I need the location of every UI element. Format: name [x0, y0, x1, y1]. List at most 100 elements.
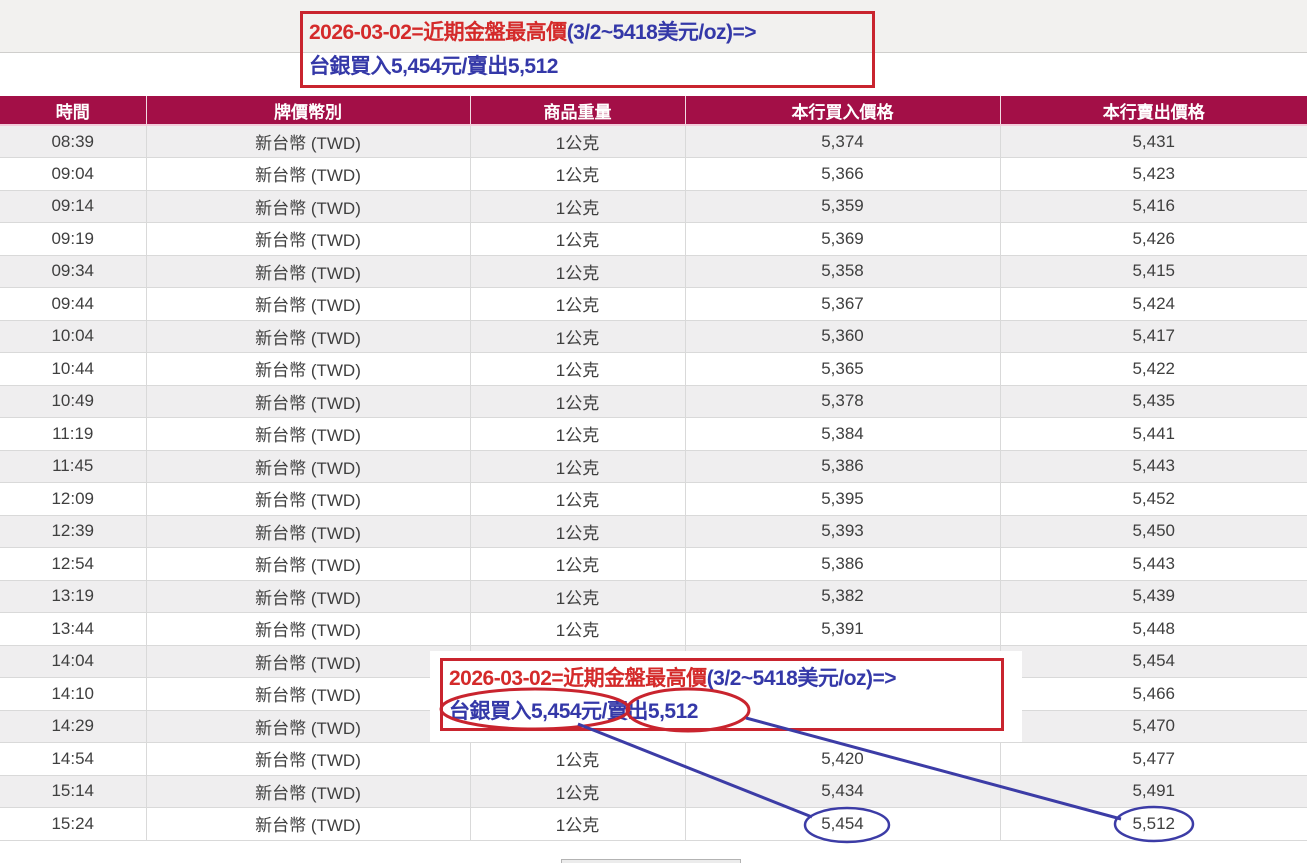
cell-time: 10:44	[0, 352, 147, 386]
cell-time: 12:09	[0, 482, 147, 516]
cell-weight: 1公克	[470, 515, 686, 548]
table-header-row: 時間 牌價幣別 商品重量 本行買入價格 本行賣出價格	[0, 96, 1307, 126]
cell-sell-price: 5,443	[1000, 450, 1307, 483]
cell-sell-price: 5,448	[1000, 612, 1307, 646]
refresh-button[interactable]	[561, 859, 741, 863]
table-row: 11:45 新台幣 (TWD) 1公克 5,386 5,443	[0, 450, 1307, 483]
cell-currency: 新台幣 (TWD)	[146, 547, 471, 581]
cell-sell-price: 5,423	[1000, 157, 1307, 191]
cell-currency: 新台幣 (TWD)	[146, 352, 471, 386]
cell-sell-price: 5,422	[1000, 352, 1307, 386]
table-row: 08:39 新台幣 (TWD) 1公克 5,374 5,431	[0, 125, 1307, 158]
table-row: 13:19 新台幣 (TWD) 1公克 5,382 5,439	[0, 580, 1307, 613]
top-note-line1: 2026-03-02=近期金盤最高價(3/2~5418美元/oz)=>	[309, 16, 866, 50]
table-row: 09:14 新台幣 (TWD) 1公克 5,359 5,416	[0, 190, 1307, 223]
cell-sell-price: 5,415	[1000, 255, 1307, 288]
cell-time: 09:34	[0, 255, 147, 288]
cell-time: 09:44	[0, 287, 147, 321]
cell-currency: 新台幣 (TWD)	[146, 385, 471, 418]
cell-sell-price: 5,452	[1000, 482, 1307, 516]
cell-weight: 1公克	[470, 450, 686, 483]
cell-sell-price: 5,491	[1000, 775, 1307, 808]
table-row: 12:39 新台幣 (TWD) 1公克 5,393 5,450	[0, 515, 1307, 548]
cell-currency: 新台幣 (TWD)	[146, 320, 471, 353]
cell-sell-price: 5,417	[1000, 320, 1307, 353]
table-row: 09:19 新台幣 (TWD) 1公克 5,369 5,426	[0, 222, 1307, 256]
cell-sell-price: 5,454	[1000, 645, 1307, 678]
cell-weight: 1公克	[470, 352, 686, 386]
table-row: 15:24 新台幣 (TWD) 1公克 5,454 5,512	[0, 807, 1307, 841]
col-header-sell-price: 本行賣出價格	[1000, 96, 1307, 126]
cell-currency: 新台幣 (TWD)	[146, 710, 471, 743]
table-row: 09:44 新台幣 (TWD) 1公克 5,367 5,424	[0, 287, 1307, 321]
cell-currency: 新台幣 (TWD)	[146, 580, 471, 613]
cell-buy-price: 5,374	[685, 125, 1001, 158]
cell-weight: 1公克	[470, 385, 686, 418]
cell-currency: 新台幣 (TWD)	[146, 287, 471, 321]
cell-weight: 1公克	[470, 807, 686, 841]
cell-buy-price: 5,454	[685, 807, 1001, 841]
cell-time: 09:19	[0, 222, 147, 256]
cell-sell-price: 5,443	[1000, 547, 1307, 581]
top-band	[0, 0, 1307, 53]
overlay-note: 2026-03-02=近期金盤最高價(3/2~5418美元/oz)=> 台銀買入…	[440, 658, 1004, 731]
col-header-time: 時間	[0, 96, 147, 126]
cell-weight: 1公克	[470, 775, 686, 808]
cell-buy-price: 5,391	[685, 612, 1001, 646]
cell-buy-price: 5,365	[685, 352, 1001, 386]
col-header-weight: 商品重量	[470, 96, 686, 126]
cell-time: 10:49	[0, 385, 147, 418]
cell-buy-price: 5,386	[685, 450, 1001, 483]
cell-sell-price: 5,424	[1000, 287, 1307, 321]
cell-buy-price: 5,420	[685, 742, 1001, 776]
cell-buy-price: 5,434	[685, 775, 1001, 808]
overlay-sell-text: 賣出5,512	[606, 700, 699, 723]
cell-buy-price: 5,395	[685, 482, 1001, 516]
cell-currency: 新台幣 (TWD)	[146, 222, 471, 256]
table-row: 12:09 新台幣 (TWD) 1公克 5,395 5,452	[0, 482, 1307, 516]
cell-currency: 新台幣 (TWD)	[146, 417, 471, 451]
cell-time: 14:04	[0, 645, 147, 678]
cell-buy-price: 5,393	[685, 515, 1001, 548]
table-row: 15:14 新台幣 (TWD) 1公克 5,434 5,491	[0, 775, 1307, 808]
cell-time: 14:10	[0, 677, 147, 711]
cell-buy-price: 5,360	[685, 320, 1001, 353]
cell-buy-price: 5,378	[685, 385, 1001, 418]
cell-time: 10:04	[0, 320, 147, 353]
cell-currency: 新台幣 (TWD)	[146, 742, 471, 776]
cell-buy-price: 5,384	[685, 417, 1001, 451]
cell-sell-price: 5,441	[1000, 417, 1307, 451]
cell-time: 13:44	[0, 612, 147, 646]
cell-sell-price: 5,426	[1000, 222, 1307, 256]
overlay-note-line1: 2026-03-02=近期金盤最高價(3/2~5418美元/oz)=>	[449, 662, 995, 695]
cell-sell-price: 5,439	[1000, 580, 1307, 613]
table-row: 10:04 新台幣 (TWD) 1公克 5,360 5,417	[0, 320, 1307, 353]
cell-sell-price: 5,450	[1000, 515, 1307, 548]
cell-weight: 1公克	[470, 190, 686, 223]
overlay-note-line1-blue: (3/2~5418美元/oz)=>	[706, 667, 897, 690]
col-header-buy-price: 本行買入價格	[685, 96, 1001, 126]
cell-currency: 新台幣 (TWD)	[146, 157, 471, 191]
cell-weight: 1公克	[470, 222, 686, 256]
cell-weight: 1公克	[470, 320, 686, 353]
cell-buy-price: 5,366	[685, 157, 1001, 191]
cell-currency: 新台幣 (TWD)	[146, 125, 471, 158]
cell-currency: 新台幣 (TWD)	[146, 645, 471, 678]
overlay-note-line2: 台銀買入5,454元/賣出5,512	[449, 695, 995, 728]
table-row: 09:04 新台幣 (TWD) 1公克 5,366 5,423	[0, 157, 1307, 191]
table-row: 14:54 新台幣 (TWD) 1公克 5,420 5,477	[0, 742, 1307, 776]
cell-weight: 1公克	[470, 580, 686, 613]
cell-buy-price: 5,369	[685, 222, 1001, 256]
cell-time: 14:29	[0, 710, 147, 743]
cell-weight: 1公克	[470, 482, 686, 516]
gold-price-table: 時間 牌價幣別 商品重量 本行買入價格 本行賣出價格 08:39 新台幣 (TWD…	[0, 96, 1307, 841]
cell-sell-price: 5,512	[1000, 807, 1307, 841]
col-header-currency: 牌價幣別	[146, 96, 471, 126]
cell-time: 09:14	[0, 190, 147, 223]
cell-currency: 新台幣 (TWD)	[146, 677, 471, 711]
cell-currency: 新台幣 (TWD)	[146, 807, 471, 841]
cell-time: 11:19	[0, 417, 147, 451]
cell-weight: 1公克	[470, 287, 686, 321]
cell-time: 09:04	[0, 157, 147, 191]
